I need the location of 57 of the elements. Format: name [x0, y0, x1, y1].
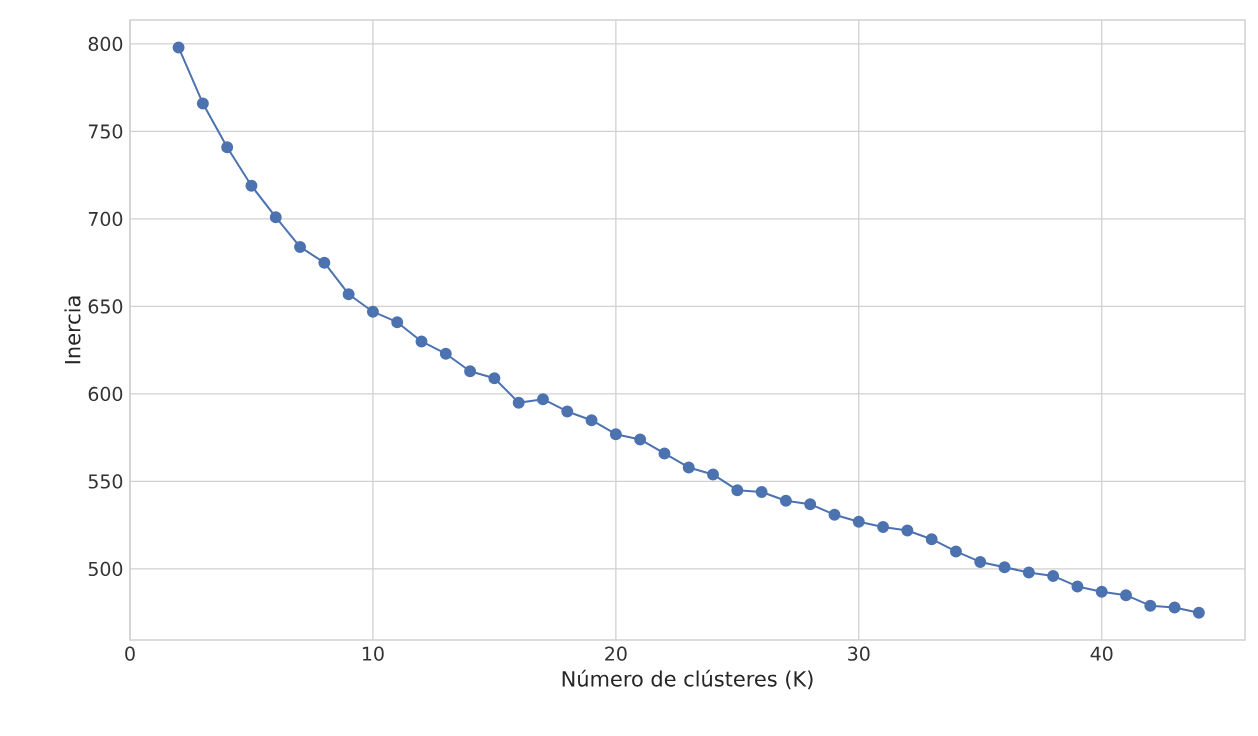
- point: [1022, 566, 1035, 579]
- y-tick-label: 700: [88, 211, 123, 227]
- point: [318, 256, 331, 269]
- point: [755, 485, 768, 498]
- x-axis-title: Número de clústeres (K): [562, 669, 813, 690]
- y-tick-label: 600: [88, 386, 123, 402]
- point: [512, 396, 525, 409]
- point: [1095, 585, 1108, 598]
- point: [269, 211, 282, 224]
- point: [488, 372, 501, 385]
- point: [634, 433, 647, 446]
- point: [585, 414, 598, 427]
- point: [196, 97, 209, 110]
- point: [731, 484, 744, 497]
- point: [609, 428, 622, 441]
- point: [391, 316, 404, 329]
- point: [415, 335, 428, 348]
- point: [439, 347, 452, 360]
- point: [245, 179, 258, 192]
- point: [779, 494, 792, 507]
- point: [342, 288, 355, 301]
- point: [294, 240, 307, 253]
- point: [1144, 599, 1157, 612]
- point: [1120, 589, 1132, 602]
- point: [804, 498, 817, 511]
- y-tick-label: 750: [88, 124, 123, 139]
- point: [537, 393, 549, 406]
- point: [1192, 606, 1205, 619]
- point: [998, 561, 1011, 574]
- point: [464, 365, 477, 378]
- point: [1071, 580, 1084, 593]
- x-tick-label: 0: [125, 646, 135, 661]
- point: [828, 508, 841, 521]
- point: [707, 468, 720, 481]
- x-tick-label: 40: [1090, 646, 1113, 661]
- point: [949, 545, 962, 558]
- point: [852, 515, 865, 528]
- point: [877, 520, 890, 533]
- y-tick-label: 800: [88, 36, 123, 52]
- point: [901, 524, 914, 537]
- y-tick-label: 500: [88, 561, 123, 577]
- x-tick-label: 10: [362, 646, 384, 661]
- point: [1047, 569, 1060, 582]
- point: [1168, 601, 1181, 614]
- point: [366, 305, 379, 318]
- point: [682, 461, 695, 474]
- point: [974, 555, 987, 568]
- point: [221, 141, 234, 154]
- y-axis-title: Inercia: [64, 296, 81, 364]
- y-tick-label: 550: [88, 474, 123, 489]
- x-tick-label: 20: [605, 646, 627, 661]
- y-tick-label: 650: [88, 299, 123, 314]
- point: [172, 41, 185, 54]
- point: [925, 533, 938, 546]
- x-tick-label: 30: [848, 646, 870, 661]
- point: [658, 447, 671, 460]
- point: [561, 405, 574, 418]
